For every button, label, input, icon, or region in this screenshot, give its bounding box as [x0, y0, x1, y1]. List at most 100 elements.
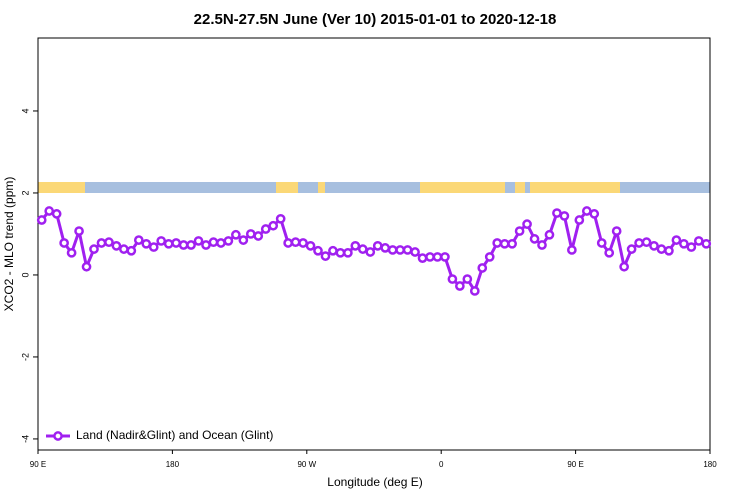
point [119, 244, 129, 254]
point [529, 234, 540, 244]
point [126, 245, 137, 256]
point [469, 286, 480, 296]
point [283, 238, 293, 248]
point [499, 238, 510, 249]
point [537, 240, 547, 250]
point [350, 240, 361, 251]
point [402, 245, 413, 255]
point [626, 244, 637, 254]
point [104, 237, 114, 248]
point [417, 253, 428, 263]
point [440, 252, 450, 262]
legend-marker [53, 431, 63, 441]
point [223, 236, 234, 246]
point [148, 242, 159, 252]
x-tick-label: 90 E [567, 460, 583, 469]
point [514, 226, 525, 236]
point [596, 238, 607, 248]
point [559, 211, 570, 221]
point [156, 236, 167, 246]
point [141, 238, 152, 249]
point [701, 238, 712, 249]
point [380, 243, 391, 253]
point [425, 252, 435, 262]
point [432, 252, 443, 262]
y-tick-label: -2 [20, 353, 30, 361]
x-tick-label: 90 E [30, 460, 46, 469]
point [178, 240, 189, 250]
point [81, 261, 92, 272]
legend-label: Land (Nadir&Glint) and Ocean (Glint) [76, 428, 273, 442]
point [201, 240, 211, 250]
point [686, 242, 697, 252]
point [634, 238, 644, 248]
point [462, 274, 473, 284]
point [305, 240, 316, 251]
point [679, 238, 689, 249]
point [477, 263, 488, 273]
point [193, 236, 204, 246]
point [693, 236, 704, 246]
point [171, 238, 181, 248]
point [290, 237, 301, 248]
point [36, 215, 47, 225]
point [44, 206, 55, 216]
point [320, 251, 331, 261]
x-tick-label: 90 W [297, 460, 316, 469]
point [111, 240, 122, 251]
point [611, 226, 622, 236]
point [656, 244, 667, 254]
point [96, 238, 107, 248]
point [298, 238, 308, 248]
point [447, 274, 458, 284]
point [313, 245, 323, 256]
point [238, 235, 249, 245]
point [335, 247, 346, 258]
chart-title: 22.5N-27.5N June (Ver 10) 2015-01-01 to … [194, 11, 557, 28]
point [507, 238, 517, 249]
x-tick-label: 0 [439, 460, 444, 469]
point [619, 261, 629, 272]
x-tick-label: 180 [166, 460, 180, 469]
point [581, 206, 592, 216]
point [567, 245, 577, 255]
point [66, 247, 77, 258]
point [357, 244, 368, 254]
point [133, 235, 144, 245]
point [59, 238, 69, 248]
point [186, 240, 196, 250]
point [589, 209, 600, 219]
point [455, 281, 465, 291]
point [604, 247, 615, 258]
y-axis-label: XCO2 - MLO trend (ppm) [2, 177, 16, 312]
point [343, 247, 353, 258]
point [365, 247, 376, 257]
point [492, 238, 503, 248]
point [275, 213, 286, 224]
point [253, 231, 264, 241]
point [372, 240, 383, 251]
point [484, 252, 495, 262]
y-tick-label: 0 [20, 272, 30, 277]
point [671, 235, 682, 245]
point [208, 237, 219, 248]
point [544, 229, 555, 240]
map-strip [38, 182, 710, 193]
point [387, 245, 398, 255]
point [260, 224, 271, 234]
y-tick-label: 2 [20, 190, 30, 195]
x-axis-label: Longitude (deg E) [327, 475, 422, 489]
y-tick-label: 4 [20, 108, 30, 113]
x-tick-label: 180 [703, 460, 717, 469]
point [395, 245, 405, 255]
point [522, 219, 532, 229]
point [216, 238, 226, 248]
point [74, 226, 84, 236]
point [51, 209, 62, 219]
point [268, 220, 279, 231]
point [552, 208, 562, 218]
point [574, 215, 585, 225]
point [245, 229, 256, 239]
point [649, 240, 659, 251]
point [89, 244, 99, 254]
